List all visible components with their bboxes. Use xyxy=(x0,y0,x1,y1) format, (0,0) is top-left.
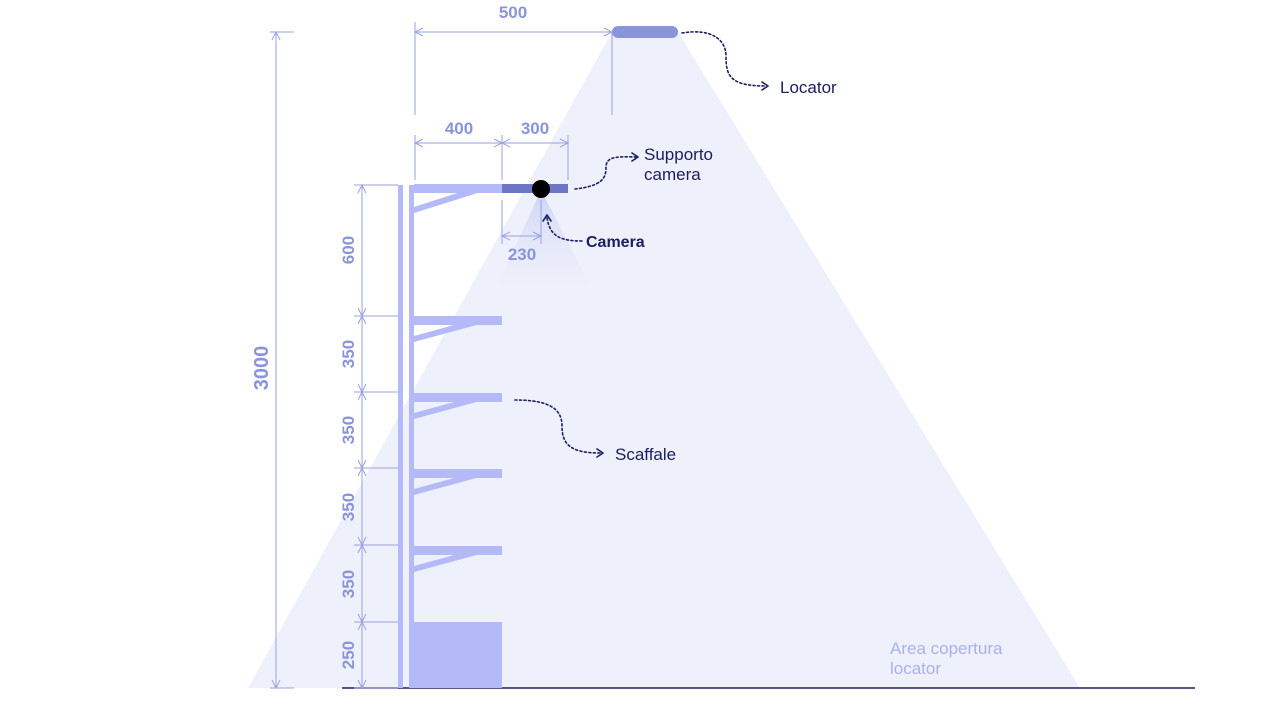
dim-label-shelf-depth: 400 xyxy=(445,119,473,138)
dim-arrow-total-top xyxy=(271,30,281,41)
dim-label-level-5: 350 xyxy=(339,570,358,598)
dim-arrow-total-bottom xyxy=(271,679,281,690)
leader-arrow-camera xyxy=(542,214,552,222)
shelf-brace-5 xyxy=(414,549,480,572)
leader-locator xyxy=(681,31,767,87)
shelf-base-block xyxy=(414,622,502,688)
locator-coverage-area xyxy=(248,32,1080,688)
dim-arrow-400-left xyxy=(413,138,424,148)
camera-view-cone xyxy=(498,190,590,285)
dim-arrow-lvl1-top xyxy=(357,183,367,194)
shelf-arm-2 xyxy=(414,316,502,325)
dim-arrow-230-left xyxy=(500,231,511,241)
locator xyxy=(612,26,678,38)
label-camera-support-line2: camera xyxy=(644,165,701,184)
shelf-arm-3 xyxy=(414,393,502,402)
dim-label-camera-offset: 230 xyxy=(508,245,536,264)
leader-camera xyxy=(546,217,583,242)
leader-shelf xyxy=(514,399,601,454)
label-camera-support-line1: Supporto xyxy=(644,145,713,164)
shelf-arm-5 xyxy=(414,546,502,555)
shelf-arm-top xyxy=(414,184,502,193)
leader-arrow-camera-support xyxy=(631,152,639,162)
dim-arrow-300-left xyxy=(500,138,511,148)
dim-label-level-6: 250 xyxy=(339,641,358,669)
dim-label-level-1: 600 xyxy=(339,236,358,264)
label-locator: Locator xyxy=(780,78,837,97)
dim-label-total-height: 3000 xyxy=(251,346,273,391)
label-area-line1: Area copertura xyxy=(890,639,1003,658)
shelf-brace-top xyxy=(414,186,484,213)
dim-arrow-lvl5-top xyxy=(357,543,367,554)
dim-arrow-500-right xyxy=(603,27,614,37)
label-area-line2: locator xyxy=(890,659,941,678)
shelf-brace-4 xyxy=(414,472,480,495)
dim-label-level-2: 350 xyxy=(339,340,358,368)
dim-arrow-230-right xyxy=(532,231,543,241)
dim-label-level-3: 350 xyxy=(339,416,358,444)
leader-arrow-locator xyxy=(761,81,769,91)
shelf-brace-2 xyxy=(414,319,480,342)
shelf-upright-front xyxy=(409,185,414,688)
label-shelf: Scaffale xyxy=(615,445,676,464)
dim-arrow-300-right xyxy=(559,138,570,148)
dim-label-locator-offset: 500 xyxy=(499,3,527,22)
dim-arrow-lvl6-top xyxy=(357,620,367,631)
dim-label-level-4: 350 xyxy=(339,493,358,521)
leader-arrow-shelf xyxy=(596,448,604,458)
dim-arrow-lvl4-top xyxy=(357,466,367,477)
shelf-upright-back xyxy=(398,185,403,688)
dim-label-support-length: 300 xyxy=(521,119,549,138)
shelf-brace-3 xyxy=(414,396,480,419)
camera xyxy=(532,180,550,198)
shelf-arm-4 xyxy=(414,469,502,478)
dim-arrow-500-left xyxy=(413,27,424,37)
dim-arrow-lvl6-bottom xyxy=(357,679,367,690)
label-camera: Camera xyxy=(586,234,645,251)
leader-camera-support xyxy=(574,155,637,190)
dim-arrow-lvl3-top xyxy=(357,390,367,401)
dim-arrow-lvl2-top xyxy=(357,314,367,325)
